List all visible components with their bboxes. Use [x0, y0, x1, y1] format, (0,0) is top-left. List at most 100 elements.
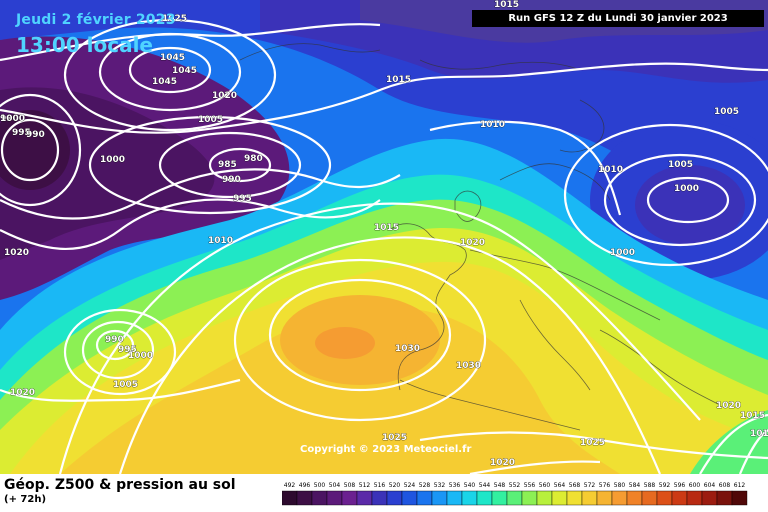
legend-swatch	[341, 490, 358, 506]
isobar-label: 1030	[456, 361, 481, 371]
legend-swatch	[731, 490, 748, 506]
isobar-label: 1005	[668, 160, 693, 170]
legend-swatch	[446, 490, 463, 506]
isobar-label: 1020	[212, 91, 237, 101]
legend-swatch	[506, 490, 523, 506]
legend-swatch	[386, 490, 403, 506]
isobar-label: 1020	[4, 248, 29, 258]
legend-swatch	[461, 490, 478, 506]
legend-tick-label: 596	[674, 482, 686, 489]
coastlines	[239, 43, 721, 431]
isobar-label: 1045	[152, 77, 177, 87]
legend-swatch	[476, 490, 493, 506]
legend-tick-label: 496	[299, 482, 311, 489]
isobar-label: 1000	[610, 248, 635, 258]
legend-tick-label: 508	[344, 482, 356, 489]
legend-swatch	[282, 490, 298, 506]
isobar-label: 1015	[374, 223, 399, 233]
isobar-label: 1025	[382, 433, 407, 443]
legend-tick-label: 516	[374, 482, 386, 489]
isobar-label: 1010	[598, 165, 623, 175]
legend-tick-label: 552	[509, 482, 521, 489]
isobar-label: 990	[0, 114, 19, 124]
footer-subtitle: (+ 72h)	[4, 494, 47, 505]
color-legend: 492 496 500 504 508 512 516 520 524 528 532 536 540 5…	[282, 482, 748, 506]
legend-swatch	[656, 490, 673, 506]
isobar-label: 1020	[10, 388, 35, 398]
isobar-label: 1025	[162, 14, 187, 24]
legend-tick-label: 536	[449, 482, 461, 489]
legend-tick-label: 592	[659, 482, 671, 489]
isobar-label: 995	[233, 194, 252, 204]
legend-tick-label: 556	[524, 482, 536, 489]
legend-tick-label: 540	[464, 482, 476, 489]
legend-tick-label: 560	[539, 482, 551, 489]
isobar-label: 1005	[714, 107, 739, 117]
isobar-label: 1005	[113, 380, 138, 390]
isobar-label: 1020	[460, 238, 485, 248]
forecast-time: 13:00 locale	[16, 33, 153, 57]
legend-tick-label: 524	[404, 482, 416, 489]
footer: Géop. Z500 & pression au sol (+ 72h) 492…	[0, 474, 768, 512]
legend-swatch	[296, 490, 313, 506]
isobar-label: 1000	[128, 351, 153, 361]
isobar-label: 1010	[480, 120, 505, 130]
legend-tick-label: 568	[569, 482, 581, 489]
isobar-label: 1000	[100, 155, 125, 165]
isobar-label: 1015	[494, 0, 519, 10]
legend-tick-label: 564	[554, 482, 566, 489]
legend-tick-label: 512	[359, 482, 371, 489]
legend-swatch	[356, 490, 373, 506]
isobar-label: 995	[118, 345, 137, 355]
isobar-label: 1015	[740, 411, 765, 421]
legend-tick-label: 504	[329, 482, 341, 489]
legend-swatch	[596, 490, 613, 506]
legend-tick-label: 608	[719, 482, 731, 489]
forecast-date: Jeudi 2 février 2023	[16, 12, 176, 28]
isobar-label: 1000	[0, 114, 25, 124]
legend-swatch	[431, 490, 448, 506]
isobar-label: 990	[222, 175, 241, 185]
legend-tick-label: 492	[284, 482, 296, 489]
isobar-label: 1020	[490, 458, 515, 468]
legend-tick-label: 528	[419, 482, 431, 489]
legend-swatch	[401, 490, 418, 506]
legend-swatch	[611, 490, 628, 506]
legend-swatch	[371, 490, 388, 506]
legend-swatch	[326, 490, 343, 506]
legend-swatch	[716, 490, 733, 506]
legend-tick-label: 604	[704, 482, 716, 489]
legend-swatch	[686, 490, 703, 506]
legend-swatch	[311, 490, 328, 506]
isobar-label: 1045	[160, 53, 185, 63]
legend-swatch	[566, 490, 583, 506]
legend-swatch	[521, 490, 538, 506]
isobar-label: 985	[218, 160, 237, 170]
isobar-label: 980	[244, 154, 263, 164]
legend-tick-label: 572	[584, 482, 596, 489]
legend-swatch	[671, 490, 688, 506]
legend-swatch	[491, 490, 508, 506]
copyright: Copyright © 2023 Meteociel.fr	[300, 444, 472, 455]
run-info: Run GFS 12 Z du Lundi 30 janvier 2023	[472, 10, 764, 27]
isobar-label: 1000	[674, 184, 699, 194]
isobar-label: 1030	[395, 344, 420, 354]
isobar-label: 1010	[208, 236, 233, 246]
isobar-label: 995	[12, 128, 31, 138]
legend-tick-label: 532	[434, 482, 446, 489]
legend-tick-label: 584	[629, 482, 641, 489]
isobar-label: 990	[105, 335, 124, 345]
isobar-label: 1045	[172, 66, 197, 76]
legend-swatch	[536, 490, 553, 506]
footer-title: Géop. Z500 & pression au sol	[4, 477, 236, 493]
legend-swatch	[581, 490, 598, 506]
isobar-label: 1020	[716, 401, 741, 411]
legend-tick-label: 520	[389, 482, 401, 489]
legend-swatch	[641, 490, 658, 506]
isobar-label: 1015	[750, 429, 768, 439]
field-west-core	[0, 110, 70, 190]
legend-tick-label: 580	[614, 482, 626, 489]
legend-tick-label: 576	[599, 482, 611, 489]
legend-swatch	[551, 490, 568, 506]
legend-tick-label: 548	[494, 482, 506, 489]
